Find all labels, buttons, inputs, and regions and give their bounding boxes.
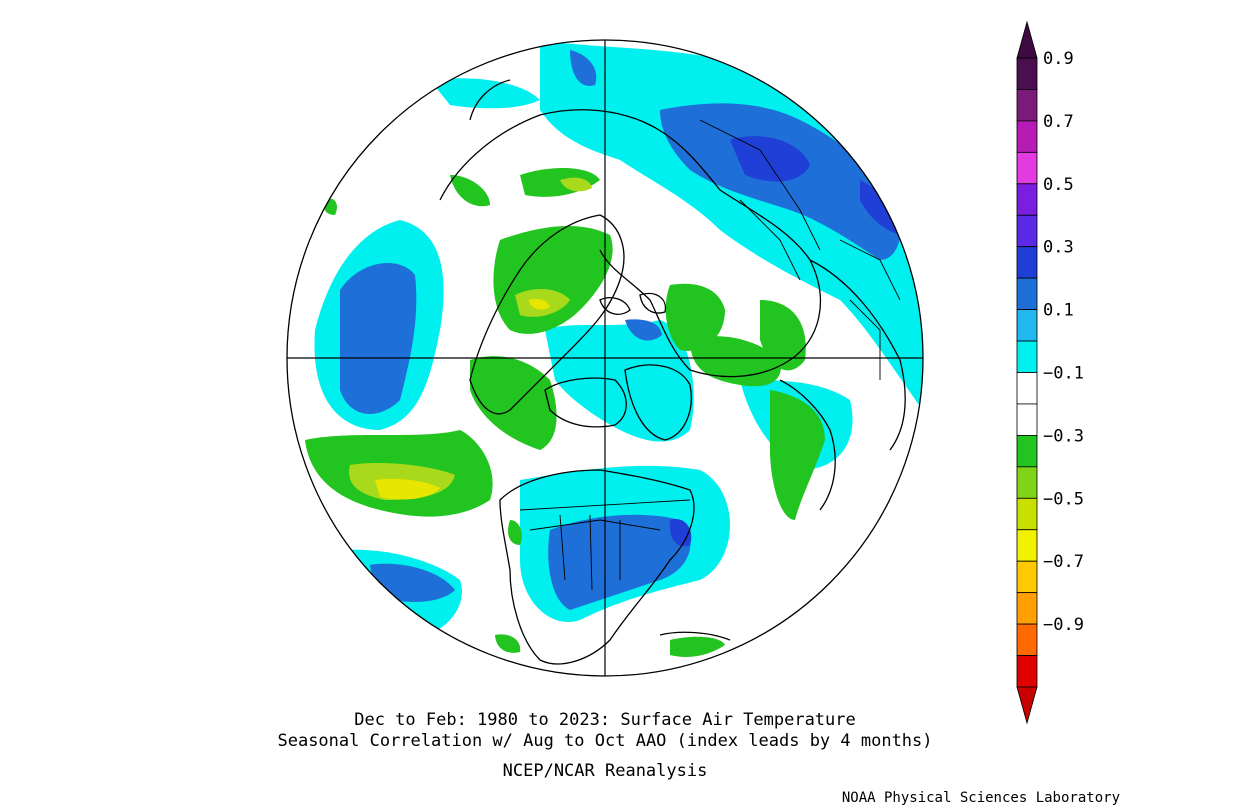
colorbar-swatch [1016,372,1038,405]
colorbar-min-arrow [1016,686,1038,725]
colorbar-swatch [1016,309,1038,342]
colorbar-swatch [1016,89,1038,122]
colorbar-tick-label: 0.1 [1043,301,1074,321]
caption-line-3: NCEP/NCAR Reanalysis [502,761,708,781]
land-outlines [439,79,906,665]
colorbar-swatch [1016,340,1038,373]
colorbar-swatch [1016,529,1038,562]
colorbar-swatch [1016,120,1038,153]
colorbar-tick-label: −0.9 [1043,615,1084,635]
colorbar-swatch [1016,151,1038,185]
colorbar-swatch [1016,560,1038,594]
colorbar-swatch [1016,655,1038,688]
colorbar-swatch [1016,277,1038,310]
colorbar-swatch [1016,466,1038,499]
credit-text: NOAA Physical Sciences Laboratory [841,790,1120,806]
colorbar-tick-label: 0.7 [1043,112,1074,132]
colorbar-max-arrow [1016,20,1038,59]
colorbar-tick-label: −0.3 [1043,426,1084,446]
colorbar-swatch [1016,623,1038,656]
colorbar-swatch [1016,214,1038,248]
colorbar-labels: 0.9 0.7 0.5 0.3 0.1 −0.1 −0.3 −0.5 −0.7 −0.9 [1043,49,1084,635]
caption-line-2: Seasonal Correlation w/ Aug to Oct AAO (… [277,731,933,751]
colorbar-swatch [1016,592,1038,625]
negative-strong-regions [375,298,550,500]
map-boundary-circle [286,39,924,677]
colorbar-tick-label: −0.5 [1043,489,1084,509]
colorbar-swatch [1016,246,1038,279]
colorbar-swatch [1016,434,1038,468]
colorbar-tick-label: 0.9 [1043,49,1074,69]
colorbar-swatch [1016,57,1038,90]
colorbar-swatch [1016,497,1038,531]
colorbar-swatches [1016,20,1038,725]
colorbar-swatch [1016,183,1038,216]
caption-line-1: Dec to Feb: 1980 to 2023: Surface Air Te… [354,710,856,730]
colorbar-swatch [1016,403,1038,436]
negative-weak-regions [305,168,825,657]
colorbar-tick-label: 0.5 [1043,175,1074,195]
colorbar-tick-label: 0.3 [1043,238,1074,258]
colorbar-tick-label: −0.7 [1043,552,1084,572]
colorbar-tick-label: −0.1 [1043,364,1084,384]
